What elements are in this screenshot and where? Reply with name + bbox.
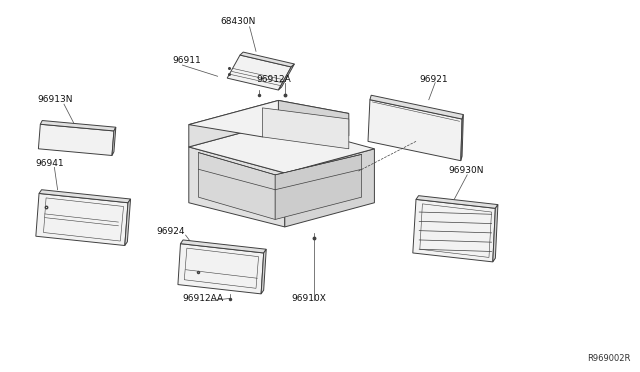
Text: 96924: 96924 [157, 227, 186, 236]
Polygon shape [278, 64, 294, 90]
Polygon shape [189, 100, 278, 147]
Text: 96921: 96921 [419, 75, 448, 84]
Polygon shape [36, 193, 128, 246]
Text: 96912A: 96912A [256, 75, 291, 84]
Text: 96930N: 96930N [448, 166, 483, 175]
Polygon shape [240, 52, 294, 67]
Polygon shape [493, 205, 498, 262]
Polygon shape [38, 124, 114, 155]
Polygon shape [413, 199, 495, 262]
Polygon shape [227, 55, 291, 90]
Text: 96911: 96911 [173, 56, 202, 65]
Text: 68430N: 68430N [221, 17, 256, 26]
Polygon shape [416, 196, 498, 208]
Polygon shape [275, 154, 362, 219]
Polygon shape [112, 127, 116, 155]
Polygon shape [262, 108, 349, 149]
Text: 96913N: 96913N [37, 95, 72, 104]
Polygon shape [178, 244, 264, 294]
Text: 96941: 96941 [35, 158, 64, 167]
Polygon shape [180, 240, 266, 253]
Text: 96910X: 96910X [291, 294, 326, 303]
Polygon shape [40, 121, 116, 131]
Polygon shape [461, 115, 463, 161]
Polygon shape [368, 100, 462, 161]
Polygon shape [39, 190, 131, 203]
Polygon shape [261, 249, 266, 294]
Text: R969002R: R969002R [587, 354, 630, 363]
Polygon shape [189, 123, 374, 173]
Polygon shape [125, 199, 131, 246]
Polygon shape [189, 147, 285, 227]
Polygon shape [198, 153, 275, 219]
Polygon shape [370, 95, 463, 119]
Text: 96912AA: 96912AA [182, 294, 223, 303]
Polygon shape [278, 100, 349, 136]
Polygon shape [189, 100, 349, 137]
Polygon shape [285, 149, 374, 227]
